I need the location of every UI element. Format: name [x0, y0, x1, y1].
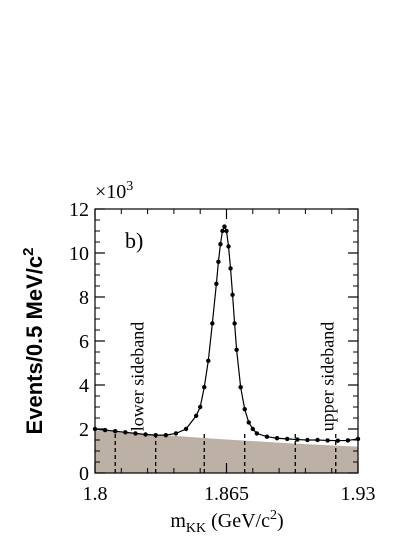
sideband-annotation: lower sideband — [127, 322, 147, 431]
data-point — [242, 407, 247, 412]
data-point — [254, 431, 260, 436]
data-point — [274, 436, 280, 441]
data-point — [335, 438, 340, 443]
data-point — [133, 431, 138, 436]
background-area-series — [95, 430, 358, 473]
data-point — [305, 437, 310, 443]
background-area — [95, 430, 358, 473]
data-point — [198, 404, 203, 410]
y-axis-label: Events/0.5 MeV/c2 — [20, 248, 47, 435]
y-tick-label: 8 — [79, 287, 89, 309]
y-tick-label: 2 — [79, 419, 89, 441]
data-point — [246, 420, 251, 425]
x-axis: 1.8 1.865 1.93 — [83, 209, 376, 505]
data-point — [210, 321, 215, 326]
y-multiplier: ×103 — [95, 179, 133, 203]
data-point — [193, 413, 199, 418]
y-tick-label: 10 — [69, 243, 89, 265]
data-point — [220, 228, 225, 234]
data-point — [143, 432, 148, 437]
x-axis-label: mKK (GeV/c2) — [170, 508, 283, 536]
data-point — [173, 431, 179, 436]
data-point — [123, 430, 128, 435]
y-axis: 0 2 4 6 8 10 12 — [69, 199, 358, 485]
y-tick-label: 0 — [79, 463, 89, 485]
data-point — [226, 244, 231, 249]
data-point — [325, 438, 330, 443]
y-tick-label: 6 — [79, 331, 89, 353]
data-point — [264, 434, 270, 439]
data-point — [315, 437, 320, 443]
y-tick-label: 12 — [69, 199, 89, 221]
data-point — [202, 385, 207, 390]
annotations: lower sideband upper sideband — [127, 322, 337, 431]
data-point — [113, 429, 118, 434]
panel-label: b) — [125, 228, 143, 253]
data-point — [163, 432, 169, 438]
data-point — [232, 321, 237, 326]
data-point — [153, 432, 158, 438]
y-tick-label: 4 — [79, 375, 89, 397]
x-tick-label: 1.865 — [204, 483, 249, 505]
data-point — [228, 266, 233, 271]
data-point — [206, 358, 211, 363]
data-point — [183, 426, 189, 432]
data-point — [345, 438, 351, 443]
data-point — [224, 228, 229, 234]
x-tick-label: 1.8 — [83, 483, 108, 505]
sideband-annotation: upper sideband — [318, 322, 338, 431]
data-point — [222, 224, 227, 229]
data-point — [234, 347, 239, 352]
data-point — [214, 281, 219, 286]
data-point — [216, 259, 221, 264]
data-point — [230, 292, 235, 297]
data-point — [284, 436, 290, 442]
x-tick-label: 1.93 — [341, 483, 376, 505]
data-series — [92, 224, 361, 443]
data-point — [218, 242, 223, 247]
data-point — [238, 385, 243, 390]
data-point — [250, 426, 255, 432]
data-point — [295, 437, 300, 442]
